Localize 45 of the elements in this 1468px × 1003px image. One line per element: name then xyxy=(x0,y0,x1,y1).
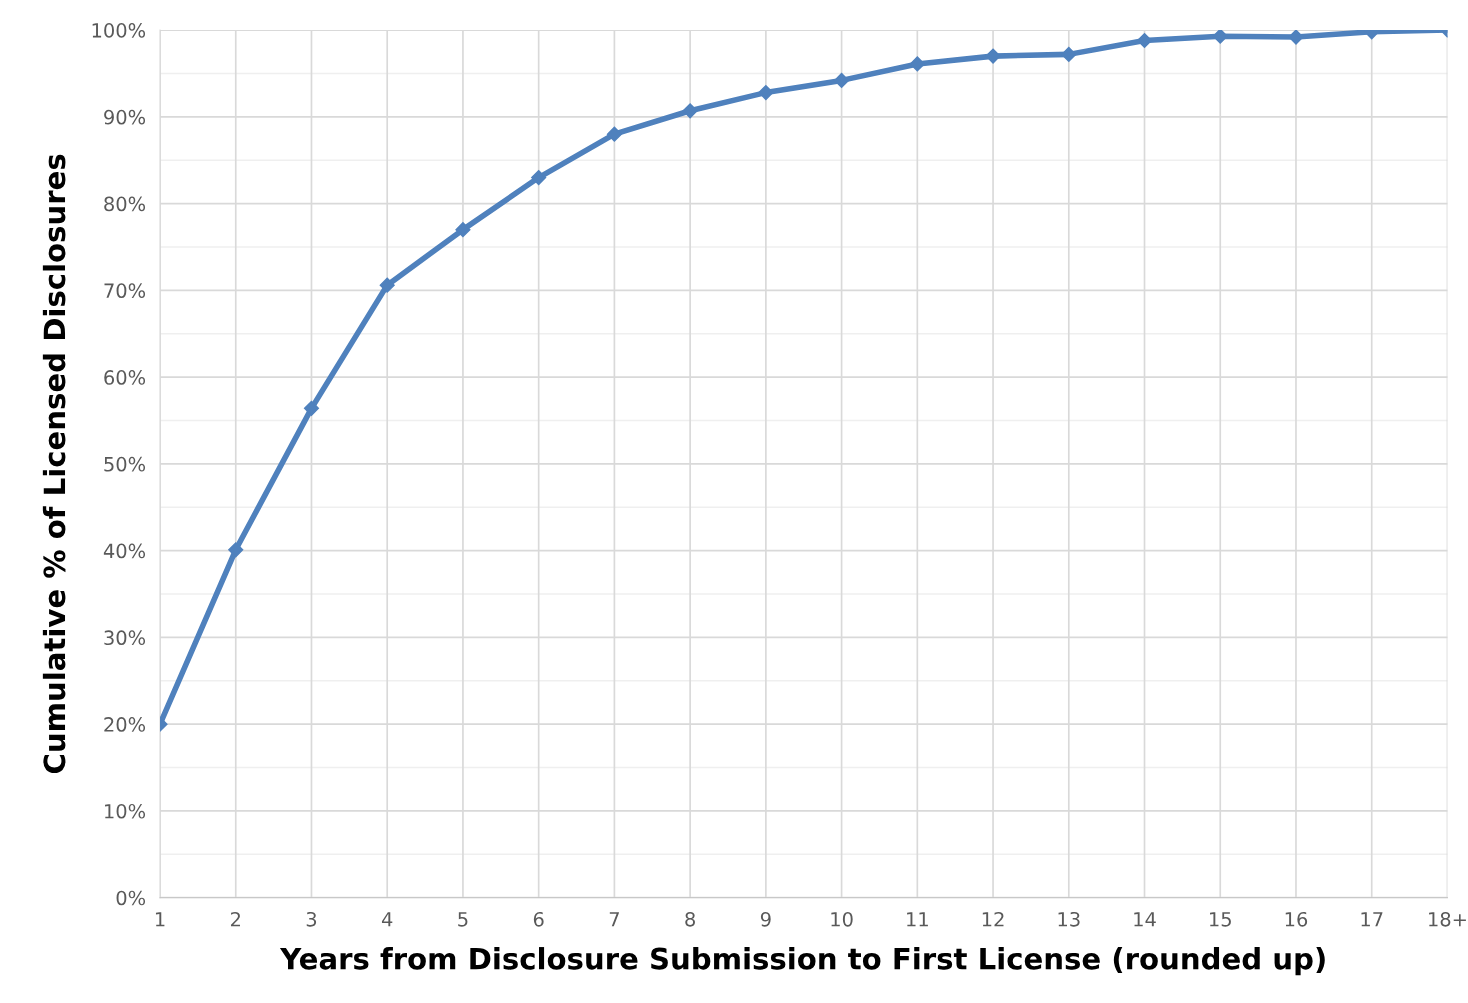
x-tick-label: 12 xyxy=(982,911,1004,927)
y-axis-title: Cumulative % of Licensed Disclosures xyxy=(42,154,66,774)
point xyxy=(606,126,622,142)
point xyxy=(909,56,925,72)
x-tick-label: 16 xyxy=(1285,911,1308,927)
x-tick-label: 6 xyxy=(533,911,544,927)
x-tick-label: 17 xyxy=(1361,912,1383,927)
x-tick-label: 18+ xyxy=(1429,911,1466,927)
y-tick-label: 50% xyxy=(104,456,146,472)
point xyxy=(1212,30,1228,44)
x-tick-label: 11 xyxy=(907,912,928,927)
y-tick-label: 90% xyxy=(104,109,146,125)
point xyxy=(834,72,850,88)
x-tick-label: 5 xyxy=(458,912,468,927)
point xyxy=(531,170,547,186)
y-tick-label: 30% xyxy=(104,630,146,646)
x-tick-label: 4 xyxy=(381,912,393,927)
x-tick-label: 1 xyxy=(155,912,165,927)
x-tick-label: 8 xyxy=(685,911,695,927)
x-tick-label: 13 xyxy=(1058,911,1080,927)
y-tick-label: 80% xyxy=(104,196,146,212)
y-tick-label: 0% xyxy=(116,890,146,906)
point xyxy=(455,222,471,238)
y-tick-label: 20% xyxy=(104,717,146,732)
y-tick-label: 70% xyxy=(104,283,146,299)
point xyxy=(228,542,244,558)
point xyxy=(303,400,320,416)
y-tick-label: 100% xyxy=(92,23,146,38)
point xyxy=(1288,30,1304,45)
x-tick-label: 14 xyxy=(1134,912,1156,927)
point xyxy=(985,48,1001,64)
y-tick-label: 40% xyxy=(103,543,146,559)
point xyxy=(379,277,395,293)
x-tick-label: 15 xyxy=(1210,912,1231,927)
x-axis-title: Years from Disclosure Submission to First License (rounded up) xyxy=(279,947,1325,976)
x-tick-label: 9 xyxy=(760,911,771,927)
x-tick-label: 3 xyxy=(306,911,317,927)
x-tick-label: 7 xyxy=(609,912,619,927)
point xyxy=(758,84,774,101)
y-tick-label: 10% xyxy=(105,803,146,819)
point xyxy=(1061,46,1077,62)
x-tick-label: 2 xyxy=(230,911,240,927)
point xyxy=(682,103,698,119)
x-tick-label: 10 xyxy=(831,911,853,927)
y-tick-label: 60% xyxy=(104,370,146,385)
